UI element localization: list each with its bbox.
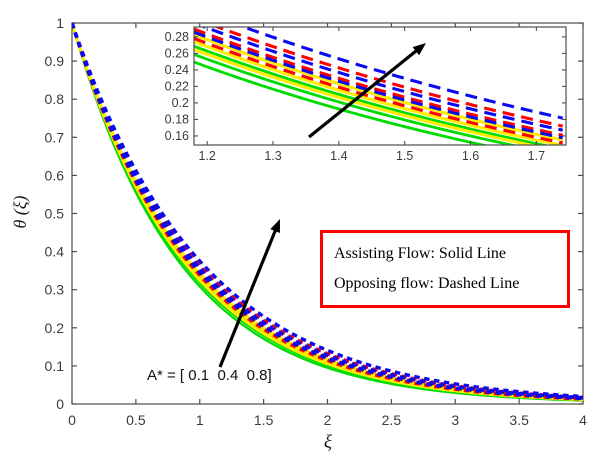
y-tick-label: 0.3: [45, 282, 65, 298]
x-tick-label: 1.5: [254, 412, 274, 428]
inset-x-tick-label: 1.3: [264, 149, 281, 163]
curve-solid-yellow-3: [194, 33, 564, 142]
curve-solid-yellow-2: [194, 40, 564, 145]
inset-frame: 1.2 1.3 1.4 1.5 1.6 1.7 0.16 0.18 0.2 0.22 0.24 0.2…: [165, 26, 567, 163]
annotation-arrows: [218, 43, 426, 368]
inset-y-tick-label: 0.28: [165, 30, 189, 44]
inset-y-tick-label: 0.22: [165, 79, 189, 93]
y-axis-label: θ (ξ): [10, 195, 30, 229]
y-tick-label: 0: [56, 396, 64, 412]
x-tick-label: 0: [68, 412, 76, 428]
y-tick-label: 0.5: [45, 206, 65, 222]
curve-solid-green-2: [194, 53, 519, 145]
inset-y-tick-label: 0.24: [165, 63, 189, 77]
inset-increasing-arrow-head: [412, 43, 426, 56]
curve-solid-green-3: [194, 44, 550, 145]
legend-assisting-text: Assisting Flow: Solid Line: [334, 245, 507, 262]
curve-dashed-blue-2: [200, 27, 564, 132]
x-tick-label: 3.5: [509, 412, 529, 428]
x-axis-label: ξ: [323, 432, 333, 453]
inset-x-tick-label: 1.4: [330, 149, 347, 163]
curve-solid-yellow-1: [194, 48, 538, 145]
inset-x-tick-label: 1.5: [396, 149, 413, 163]
curve-dashed-blue-1: [194, 30, 564, 140]
curve-dashed-blue-3: [72, 22, 583, 399]
y-tick-label: 1: [56, 15, 64, 31]
flow-legend-box: Assisting Flow: Solid Line Opposing flow…: [320, 230, 570, 308]
inset-y-tick-label: 0.2: [172, 96, 189, 110]
y-tick-label: 0.9: [45, 53, 65, 69]
y-tick-label: 0.7: [45, 129, 65, 145]
x-tick-label: 1: [196, 412, 204, 428]
curve-dashed-blue-1: [72, 22, 583, 401]
main-increasing-arrow-shaft: [218, 228, 278, 368]
y-tick-label: 0.2: [45, 320, 65, 336]
inset-y-tick-label: 0.16: [165, 129, 189, 143]
main-curves: [72, 22, 583, 402]
curve-dashed-red-2: [194, 27, 564, 137]
y-tick-label: 0.4: [45, 244, 65, 260]
inset-y-tick-label: 0.26: [165, 46, 189, 60]
x-tick-label: 2: [324, 412, 332, 428]
x-tick-label: 3: [451, 412, 459, 428]
y-tick-label: 0.1: [45, 358, 65, 374]
curve-solid-green-1: [194, 60, 490, 145]
x-tick-label: 2.5: [382, 412, 402, 428]
main-increasing-arrow-head: [270, 219, 280, 234]
inset-x-tick-label: 1.7: [528, 149, 545, 163]
inset-y-tick-label: 0.18: [165, 112, 189, 126]
curve-dashed-blue-3: [239, 27, 564, 120]
inset-x-tick-label: 1.6: [462, 149, 479, 163]
curve-dashed-red-1: [194, 37, 564, 145]
legend-opposing-text: Opposing flow: Dashed Line: [334, 275, 520, 292]
y-tick-label: 0.6: [45, 167, 65, 183]
curve-dashed-blue-2: [72, 22, 583, 400]
y-tick-label: 0.8: [45, 91, 65, 107]
inset-x-tick-label: 1.2: [198, 149, 215, 163]
inset-increasing-arrow-shaft: [307, 48, 419, 139]
a-star-annotation: A* = [ 0.1 0.4 0.8]: [147, 367, 272, 384]
main-axes: 0 0.5 1 1.5 2 2.5 3 3.5 4 0 0.1 0.2 0.3 0.4 0.5 0.6 0.7 0…: [45, 15, 588, 428]
x-tick-label: 4: [579, 412, 587, 428]
x-tick-label: 0.5: [126, 412, 146, 428]
inset-curves: [194, 27, 564, 145]
